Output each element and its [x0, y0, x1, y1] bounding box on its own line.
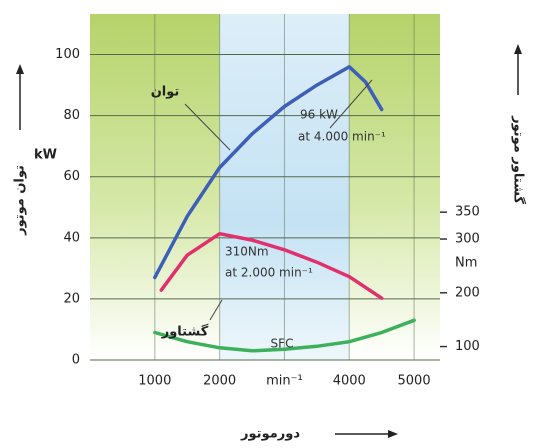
annotation: 310Nm [225, 245, 269, 259]
y2-label: گشتاور موتور [511, 115, 527, 204]
series-line [159, 231, 384, 300]
zone [349, 14, 440, 360]
series-line [153, 65, 384, 280]
series-label: SFC [271, 337, 294, 351]
x-label: دورموتور [240, 427, 300, 442]
y2-tick-label: 200 [455, 285, 480, 300]
series-line [153, 318, 416, 353]
y-label: توان موتور [13, 165, 28, 236]
x-tick-label: 2000 [203, 374, 236, 389]
grid [90, 14, 440, 361]
leader [184, 103, 231, 151]
marks [153, 65, 416, 353]
y2-tick-label: 100 [455, 339, 480, 354]
leader [329, 79, 373, 129]
y-tick-label: 100 [55, 47, 80, 62]
y-tick-label: 0 [72, 353, 80, 368]
x-tick-label: min⁻¹ [266, 374, 303, 389]
x-tick-label: 1000 [138, 374, 171, 389]
y-unit: kW [34, 148, 57, 163]
annotation: at 2.000 min⁻¹ [225, 266, 313, 280]
x-tick-label: 4000 [333, 374, 366, 389]
y2-unit: Nm [455, 256, 477, 271]
y-tick-label: 80 [63, 108, 80, 123]
y-tick-label: 20 [63, 291, 80, 306]
background [90, 14, 440, 360]
y-tick-label: 60 [63, 169, 80, 184]
arrow-head [388, 430, 398, 438]
annotation: at 4.000 min⁻¹ [298, 130, 386, 144]
series-label: توان [151, 85, 180, 100]
x-tick-label: 5000 [398, 374, 431, 389]
y-tick-label: 40 [63, 230, 80, 245]
arrow-head [16, 64, 24, 74]
y2-tick-label: 300 [455, 232, 480, 247]
arrow-head [514, 44, 522, 54]
leader [209, 299, 223, 321]
annotation: 96 kW [300, 108, 338, 122]
y2-tick-label: 350 [455, 205, 480, 220]
series-label: گشتاور [161, 324, 209, 340]
